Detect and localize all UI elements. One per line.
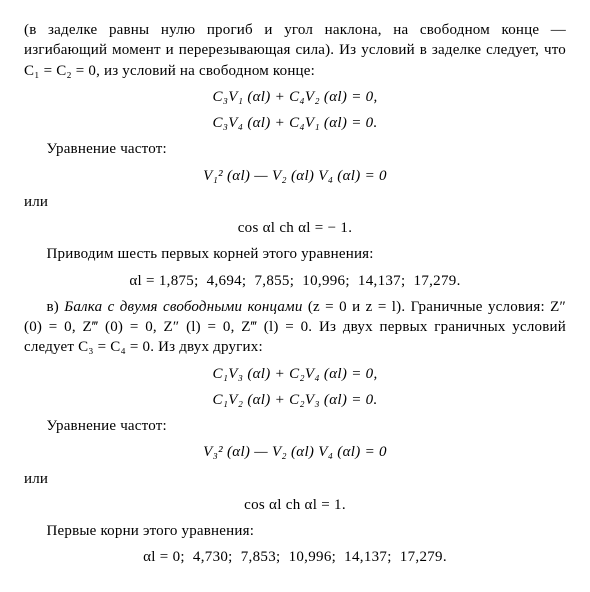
- p6-text: Уравнение частот:: [47, 418, 167, 434]
- paragraph-8: Первые корни этого уравнения:: [24, 521, 566, 541]
- eq5b-text: C₁V₂ (αl) + C₂V₃ (αl) = 0.: [212, 392, 377, 408]
- equation-5b: C₁V₂ (αl) + C₂V₃ (αl) = 0.: [24, 390, 566, 410]
- p5a-text: в): [47, 299, 65, 315]
- eq6-text: V₃² (αl) — V₂ (αl) V₄ (αl) = 0: [203, 444, 387, 460]
- eq2-text: V₁² (αl) — V₂ (αl) V₄ (αl) = 0: [203, 168, 387, 184]
- eq1a-text: C₃V₁ (αl) + C₄V₂ (αl) = 0,: [212, 89, 377, 105]
- equation-1a: C₃V₁ (αl) + C₄V₂ (αl) = 0,: [24, 87, 566, 107]
- eq5a-text: C₁V₃ (αl) + C₂V₄ (αl) = 0,: [212, 366, 377, 382]
- equation-3: cos αl ch αl = − 1.: [24, 218, 566, 238]
- paragraph-3: или: [24, 192, 566, 212]
- p7-text: или: [24, 471, 48, 487]
- equation-6: V₃² (αl) — V₂ (αl) V₄ (αl) = 0: [24, 442, 566, 462]
- p1-text: (в заделке равны нулю прогиб и угол накл…: [24, 22, 566, 79]
- eq4-text: αl = 1,875; 4,694; 7,855; 10,996; 14,137…: [129, 273, 460, 289]
- eq7-text: cos αl ch αl = 1.: [244, 497, 346, 513]
- eq8-text: αl = 0; 4,730; 7,853; 10,996; 14,137; 17…: [143, 549, 447, 565]
- eq3-text: cos αl ch αl = − 1.: [238, 220, 353, 236]
- equation-2: V₁² (αl) — V₂ (αl) V₄ (αl) = 0: [24, 166, 566, 186]
- p8-text: Первые корни этого уравнения:: [47, 523, 255, 539]
- paragraph-2: Уравнение частот:: [24, 139, 566, 159]
- equation-8: αl = 0; 4,730; 7,853; 10,996; 14,137; 17…: [24, 547, 566, 567]
- paragraph-5: в) Балка с двумя свободными концами (z =…: [24, 297, 566, 358]
- equation-5a: C₁V₃ (αl) + C₂V₄ (αl) = 0,: [24, 364, 566, 384]
- eq1b-text: C₃V₄ (αl) + C₄V₁ (αl) = 0.: [212, 115, 377, 131]
- p4-text: Приводим шесть первых корней этого уравн…: [47, 246, 374, 262]
- paragraph-6: Уравнение частот:: [24, 416, 566, 436]
- paragraph-7: или: [24, 469, 566, 489]
- equation-1b: C₃V₄ (αl) + C₄V₁ (αl) = 0.: [24, 113, 566, 133]
- p3-text: или: [24, 194, 48, 210]
- p5b-text: Балка с двумя свободными концами: [64, 299, 302, 315]
- p2-text: Уравнение частот:: [47, 141, 167, 157]
- equation-7: cos αl ch αl = 1.: [24, 495, 566, 515]
- paragraph-4: Приводим шесть первых корней этого уравн…: [24, 244, 566, 264]
- equation-4: αl = 1,875; 4,694; 7,855; 10,996; 14,137…: [24, 271, 566, 291]
- paragraph-1: (в заделке равны нулю прогиб и угол накл…: [24, 20, 566, 81]
